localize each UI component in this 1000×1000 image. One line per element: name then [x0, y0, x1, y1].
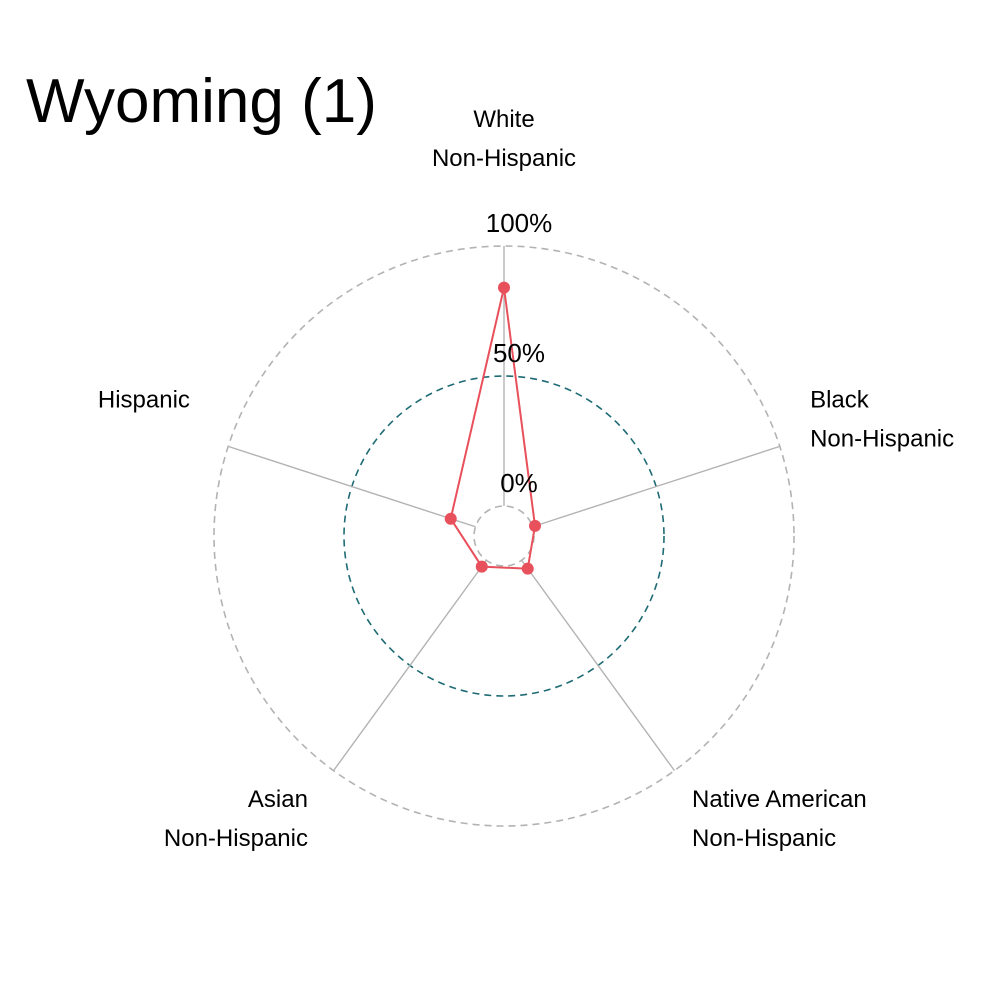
axis-spoke: [532, 445, 781, 528]
axis-label: Black Non-Hispanic: [810, 387, 954, 453]
axis-label: Asian Non-Hispanic: [164, 786, 308, 852]
grid-label: 50%: [493, 338, 545, 368]
data-point: [475, 560, 488, 573]
axis-label-line: Non-Hispanic: [432, 145, 576, 172]
grid-circle-0: [473, 505, 535, 567]
axis-label: Native American Non-Hispanic: [692, 786, 867, 852]
grid-label: 0%: [500, 468, 538, 498]
axis-label-line: Hispanic: [98, 387, 190, 414]
data-point: [521, 562, 534, 575]
grid-labels: 0% 50% 100%: [486, 208, 553, 498]
data-point: [498, 281, 510, 294]
data-point: [444, 512, 457, 525]
axis-label-line: Native American: [692, 786, 867, 813]
chart-title: Wyoming (1): [26, 67, 377, 136]
data-point: [529, 519, 542, 532]
axis-label: Hispanic: [98, 387, 190, 414]
radar-series: [444, 281, 542, 575]
axis-label-line: Asian: [248, 786, 308, 813]
radar-axes: [227, 246, 781, 772]
axis-spoke: [227, 445, 476, 528]
axis-label-line: Non-Hispanic: [164, 825, 308, 852]
axis-label-line: Non-Hispanic: [810, 426, 954, 453]
axis-spoke: [521, 559, 676, 772]
axis-label: White Non-Hispanic: [432, 106, 576, 172]
grid-circle-100: [213, 245, 795, 827]
grid-label: 100%: [486, 208, 553, 238]
axis-label-line: White: [473, 106, 534, 133]
axis-label-line: Black: [810, 387, 870, 414]
axis-spoke: [332, 559, 487, 772]
axis-label-line: Non-Hispanic: [692, 825, 836, 852]
grid-circle-50: [343, 375, 665, 697]
series-line: [449, 287, 537, 570]
